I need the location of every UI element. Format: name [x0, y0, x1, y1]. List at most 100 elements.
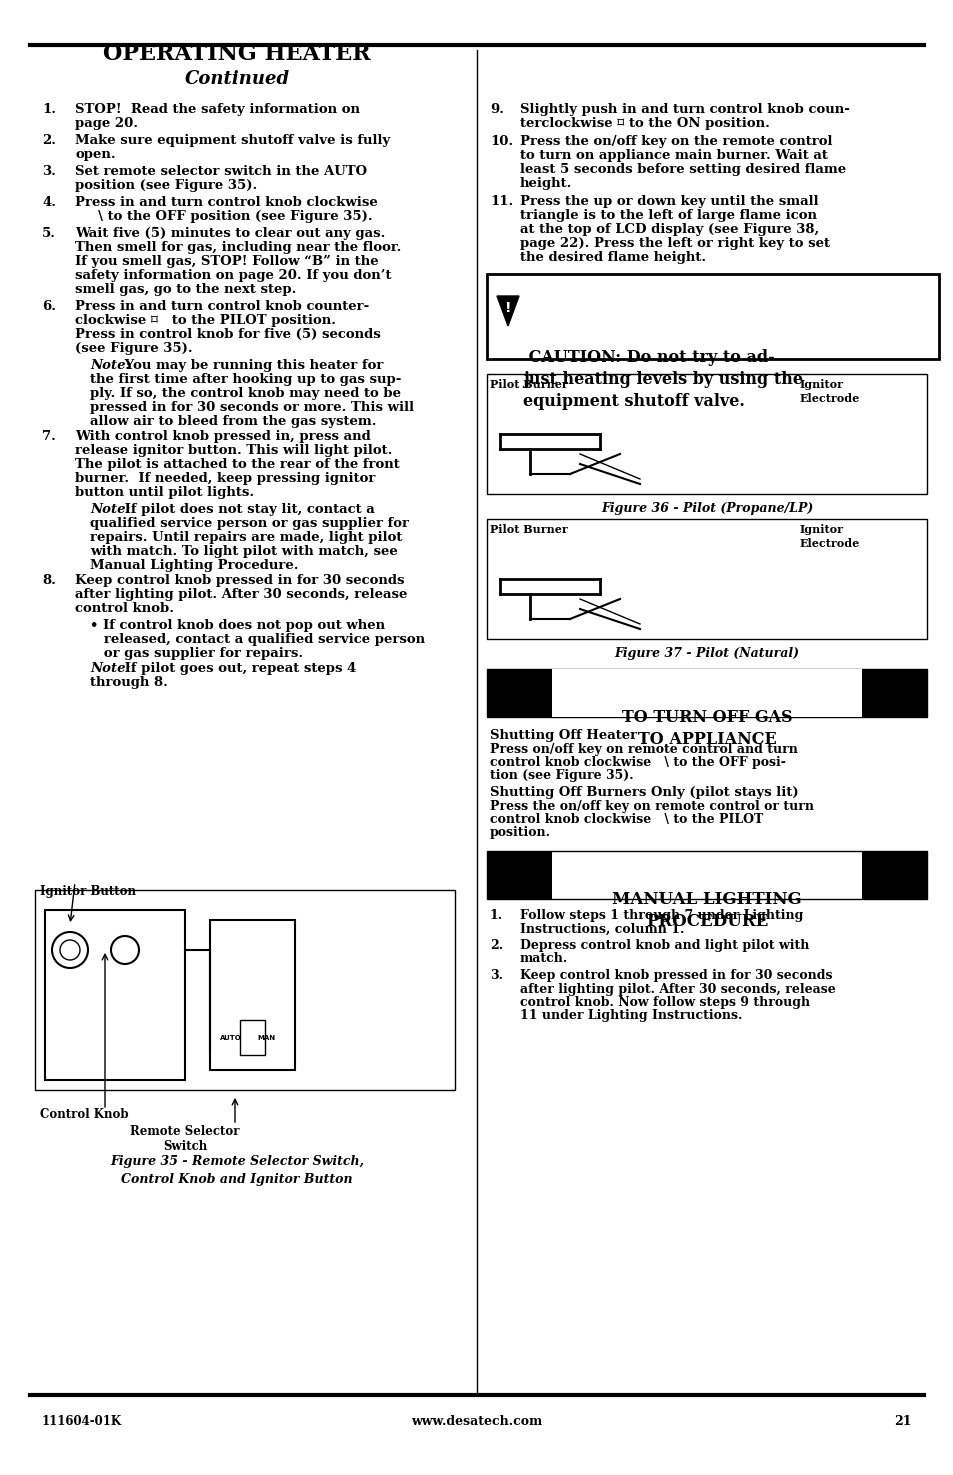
- Text: release ignitor button. This will light pilot.: release ignitor button. This will light …: [75, 444, 392, 457]
- Text: Wait five (5) minutes to clear out any gas.: Wait five (5) minutes to clear out any g…: [75, 227, 385, 240]
- Text: TO TURN OFF GAS
TO APPLIANCE: TO TURN OFF GAS TO APPLIANCE: [621, 709, 792, 748]
- Text: 2.: 2.: [490, 940, 502, 951]
- Text: If pilot does not stay lit, contact a: If pilot does not stay lit, contact a: [120, 503, 375, 516]
- Text: terclockwise ⌑ to the ON position.: terclockwise ⌑ to the ON position.: [519, 117, 769, 130]
- Text: Control Knob: Control Knob: [40, 1108, 129, 1121]
- Text: button until pilot lights.: button until pilot lights.: [75, 485, 253, 499]
- Bar: [210, 920, 294, 1069]
- Text: Press in and turn control knob clockwise: Press in and turn control knob clockwise: [75, 196, 377, 209]
- Bar: [862, 670, 926, 717]
- Text: Press the up or down key until the small: Press the up or down key until the small: [519, 195, 818, 208]
- Text: The pilot is attached to the rear of the front: The pilot is attached to the rear of the…: [75, 459, 399, 471]
- Text: Set remote selector switch in the AUTO: Set remote selector switch in the AUTO: [75, 165, 367, 178]
- Text: AUTO: AUTO: [220, 1035, 241, 1041]
- Text: with match. To light pilot with match, see: with match. To light pilot with match, s…: [90, 544, 397, 558]
- Text: least 5 seconds before setting desired flame: least 5 seconds before setting desired f…: [519, 164, 845, 176]
- Text: • If control knob does not pop out when: • If control knob does not pop out when: [90, 620, 385, 631]
- Text: control knob clockwise   \ to the PILOT: control knob clockwise \ to the PILOT: [490, 813, 762, 826]
- Text: 3.: 3.: [42, 165, 56, 178]
- Text: 10.: 10.: [490, 136, 513, 148]
- Text: !: !: [504, 301, 511, 316]
- Text: page 22). Press the left or right key to set: page 22). Press the left or right key to…: [519, 237, 829, 249]
- Text: or gas supplier for repairs.: or gas supplier for repairs.: [90, 648, 303, 659]
- Text: burner.  If needed, keep pressing ignitor: burner. If needed, keep pressing ignitor: [75, 472, 375, 485]
- Text: 6.: 6.: [42, 299, 56, 313]
- Text: With control knob pressed in, press and: With control knob pressed in, press and: [75, 431, 371, 442]
- Text: pressed in for 30 seconds or more. This will: pressed in for 30 seconds or more. This …: [90, 401, 414, 414]
- Text: Figure 35 - Remote Selector Switch,
Control Knob and Ignitor Button: Figure 35 - Remote Selector Switch, Cont…: [110, 1155, 364, 1186]
- Text: Press on/off key on remote control and turn: Press on/off key on remote control and t…: [490, 743, 797, 757]
- Bar: [486, 851, 926, 898]
- Bar: [240, 1021, 265, 1055]
- Text: MANUAL LIGHTING
PROCEDURE: MANUAL LIGHTING PROCEDURE: [612, 891, 801, 931]
- Text: Keep control knob pressed in for 30 seconds: Keep control knob pressed in for 30 seco…: [75, 574, 404, 587]
- Text: Instructions, column 1.: Instructions, column 1.: [519, 922, 683, 935]
- Text: Ignitor Button: Ignitor Button: [40, 885, 136, 898]
- Text: Figure 36 - Pilot (Propane/LP): Figure 36 - Pilot (Propane/LP): [600, 502, 812, 515]
- Text: to turn on appliance main burner. Wait at: to turn on appliance main burner. Wait a…: [519, 149, 827, 162]
- Text: STOP!  Read the safety information on: STOP! Read the safety information on: [75, 103, 359, 117]
- Circle shape: [52, 932, 88, 968]
- Text: Manual Lighting Procedure.: Manual Lighting Procedure.: [90, 559, 298, 572]
- Text: at the top of LCD display (see Figure 38,: at the top of LCD display (see Figure 38…: [519, 223, 819, 236]
- Text: Follow steps 1 through 7 under Lighting: Follow steps 1 through 7 under Lighting: [519, 909, 802, 922]
- Text: Pilot Burner: Pilot Burner: [490, 524, 567, 535]
- Bar: [486, 851, 552, 898]
- Text: the desired flame height.: the desired flame height.: [519, 251, 705, 264]
- Text: after lighting pilot. After 30 seconds, release: after lighting pilot. After 30 seconds, …: [519, 982, 835, 996]
- Text: Pilot Burner: Pilot Burner: [490, 379, 567, 389]
- Text: 7.: 7.: [42, 431, 56, 442]
- Text: 4.: 4.: [42, 196, 56, 209]
- Text: Press in control knob for five (5) seconds: Press in control knob for five (5) secon…: [75, 327, 380, 341]
- Text: Shutting Off Burners Only (pilot stays lit): Shutting Off Burners Only (pilot stays l…: [490, 786, 798, 799]
- Text: after lighting pilot. After 30 seconds, release: after lighting pilot. After 30 seconds, …: [75, 589, 407, 600]
- Text: 2.: 2.: [42, 134, 56, 148]
- Bar: [862, 851, 926, 898]
- Text: safety information on page 20. If you don’t: safety information on page 20. If you do…: [75, 268, 391, 282]
- Bar: [45, 910, 185, 1080]
- Text: (see Figure 35).: (see Figure 35).: [75, 342, 193, 355]
- Text: Keep control knob pressed in for 30 seconds: Keep control knob pressed in for 30 seco…: [519, 969, 832, 982]
- Bar: [552, 670, 862, 717]
- Text: 21: 21: [894, 1415, 911, 1428]
- Bar: [486, 519, 926, 639]
- Text: MAN: MAN: [256, 1035, 274, 1041]
- Text: repairs. Until repairs are made, light pilot: repairs. Until repairs are made, light p…: [90, 531, 402, 544]
- Text: tion (see Figure 35).: tion (see Figure 35).: [490, 768, 633, 782]
- Polygon shape: [497, 296, 518, 326]
- Text: 11.: 11.: [490, 195, 513, 208]
- Text: Depress control knob and light pilot with: Depress control knob and light pilot wit…: [519, 940, 808, 951]
- Text: Note:: Note:: [90, 503, 131, 516]
- Text: 1.: 1.: [42, 103, 56, 117]
- Text: Make sure equipment shutoff valve is fully: Make sure equipment shutoff valve is ful…: [75, 134, 390, 148]
- Text: position (see Figure 35).: position (see Figure 35).: [75, 178, 257, 192]
- Text: 5.: 5.: [42, 227, 56, 240]
- Text: Ignitor
Electrode: Ignitor Electrode: [800, 379, 860, 404]
- Text: 8.: 8.: [42, 574, 56, 587]
- Text: Slightly push in and turn control knob coun-: Slightly push in and turn control knob c…: [519, 103, 849, 117]
- Text: through 8.: through 8.: [90, 676, 168, 689]
- Text: clockwise ⌑   to the PILOT position.: clockwise ⌑ to the PILOT position.: [75, 314, 335, 327]
- Text: qualified service person or gas supplier for: qualified service person or gas supplier…: [90, 518, 409, 530]
- Text: 1.: 1.: [490, 909, 502, 922]
- Text: 9.: 9.: [490, 103, 503, 117]
- Text: Press the on/off key on remote control or turn: Press the on/off key on remote control o…: [490, 799, 813, 813]
- Text: Press the on/off key on the remote control: Press the on/off key on the remote contr…: [519, 136, 832, 148]
- Circle shape: [60, 940, 80, 960]
- Bar: [486, 670, 926, 717]
- Text: Note:: Note:: [90, 662, 131, 676]
- Text: Figure 37 - Pilot (Natural): Figure 37 - Pilot (Natural): [614, 648, 799, 659]
- Text: Press in and turn control knob counter-: Press in and turn control knob counter-: [75, 299, 369, 313]
- Text: position.: position.: [490, 826, 551, 839]
- Text: released, contact a qualified service person: released, contact a qualified service pe…: [90, 633, 425, 646]
- Text: control knob.: control knob.: [75, 602, 173, 615]
- Text: triangle is to the left of large flame icon: triangle is to the left of large flame i…: [519, 209, 816, 223]
- Text: Shutting Off Heater: Shutting Off Heater: [490, 729, 637, 742]
- Text: 111604-01K: 111604-01K: [42, 1415, 122, 1428]
- Text: control knob. Now follow steps 9 through: control knob. Now follow steps 9 through: [519, 996, 809, 1009]
- Circle shape: [111, 937, 139, 965]
- Text: page 20.: page 20.: [75, 117, 138, 130]
- Text: 11 under Lighting Instructions.: 11 under Lighting Instructions.: [519, 1009, 741, 1022]
- Text: match.: match.: [519, 953, 568, 966]
- Text: Remote Selector
Switch: Remote Selector Switch: [131, 1125, 239, 1153]
